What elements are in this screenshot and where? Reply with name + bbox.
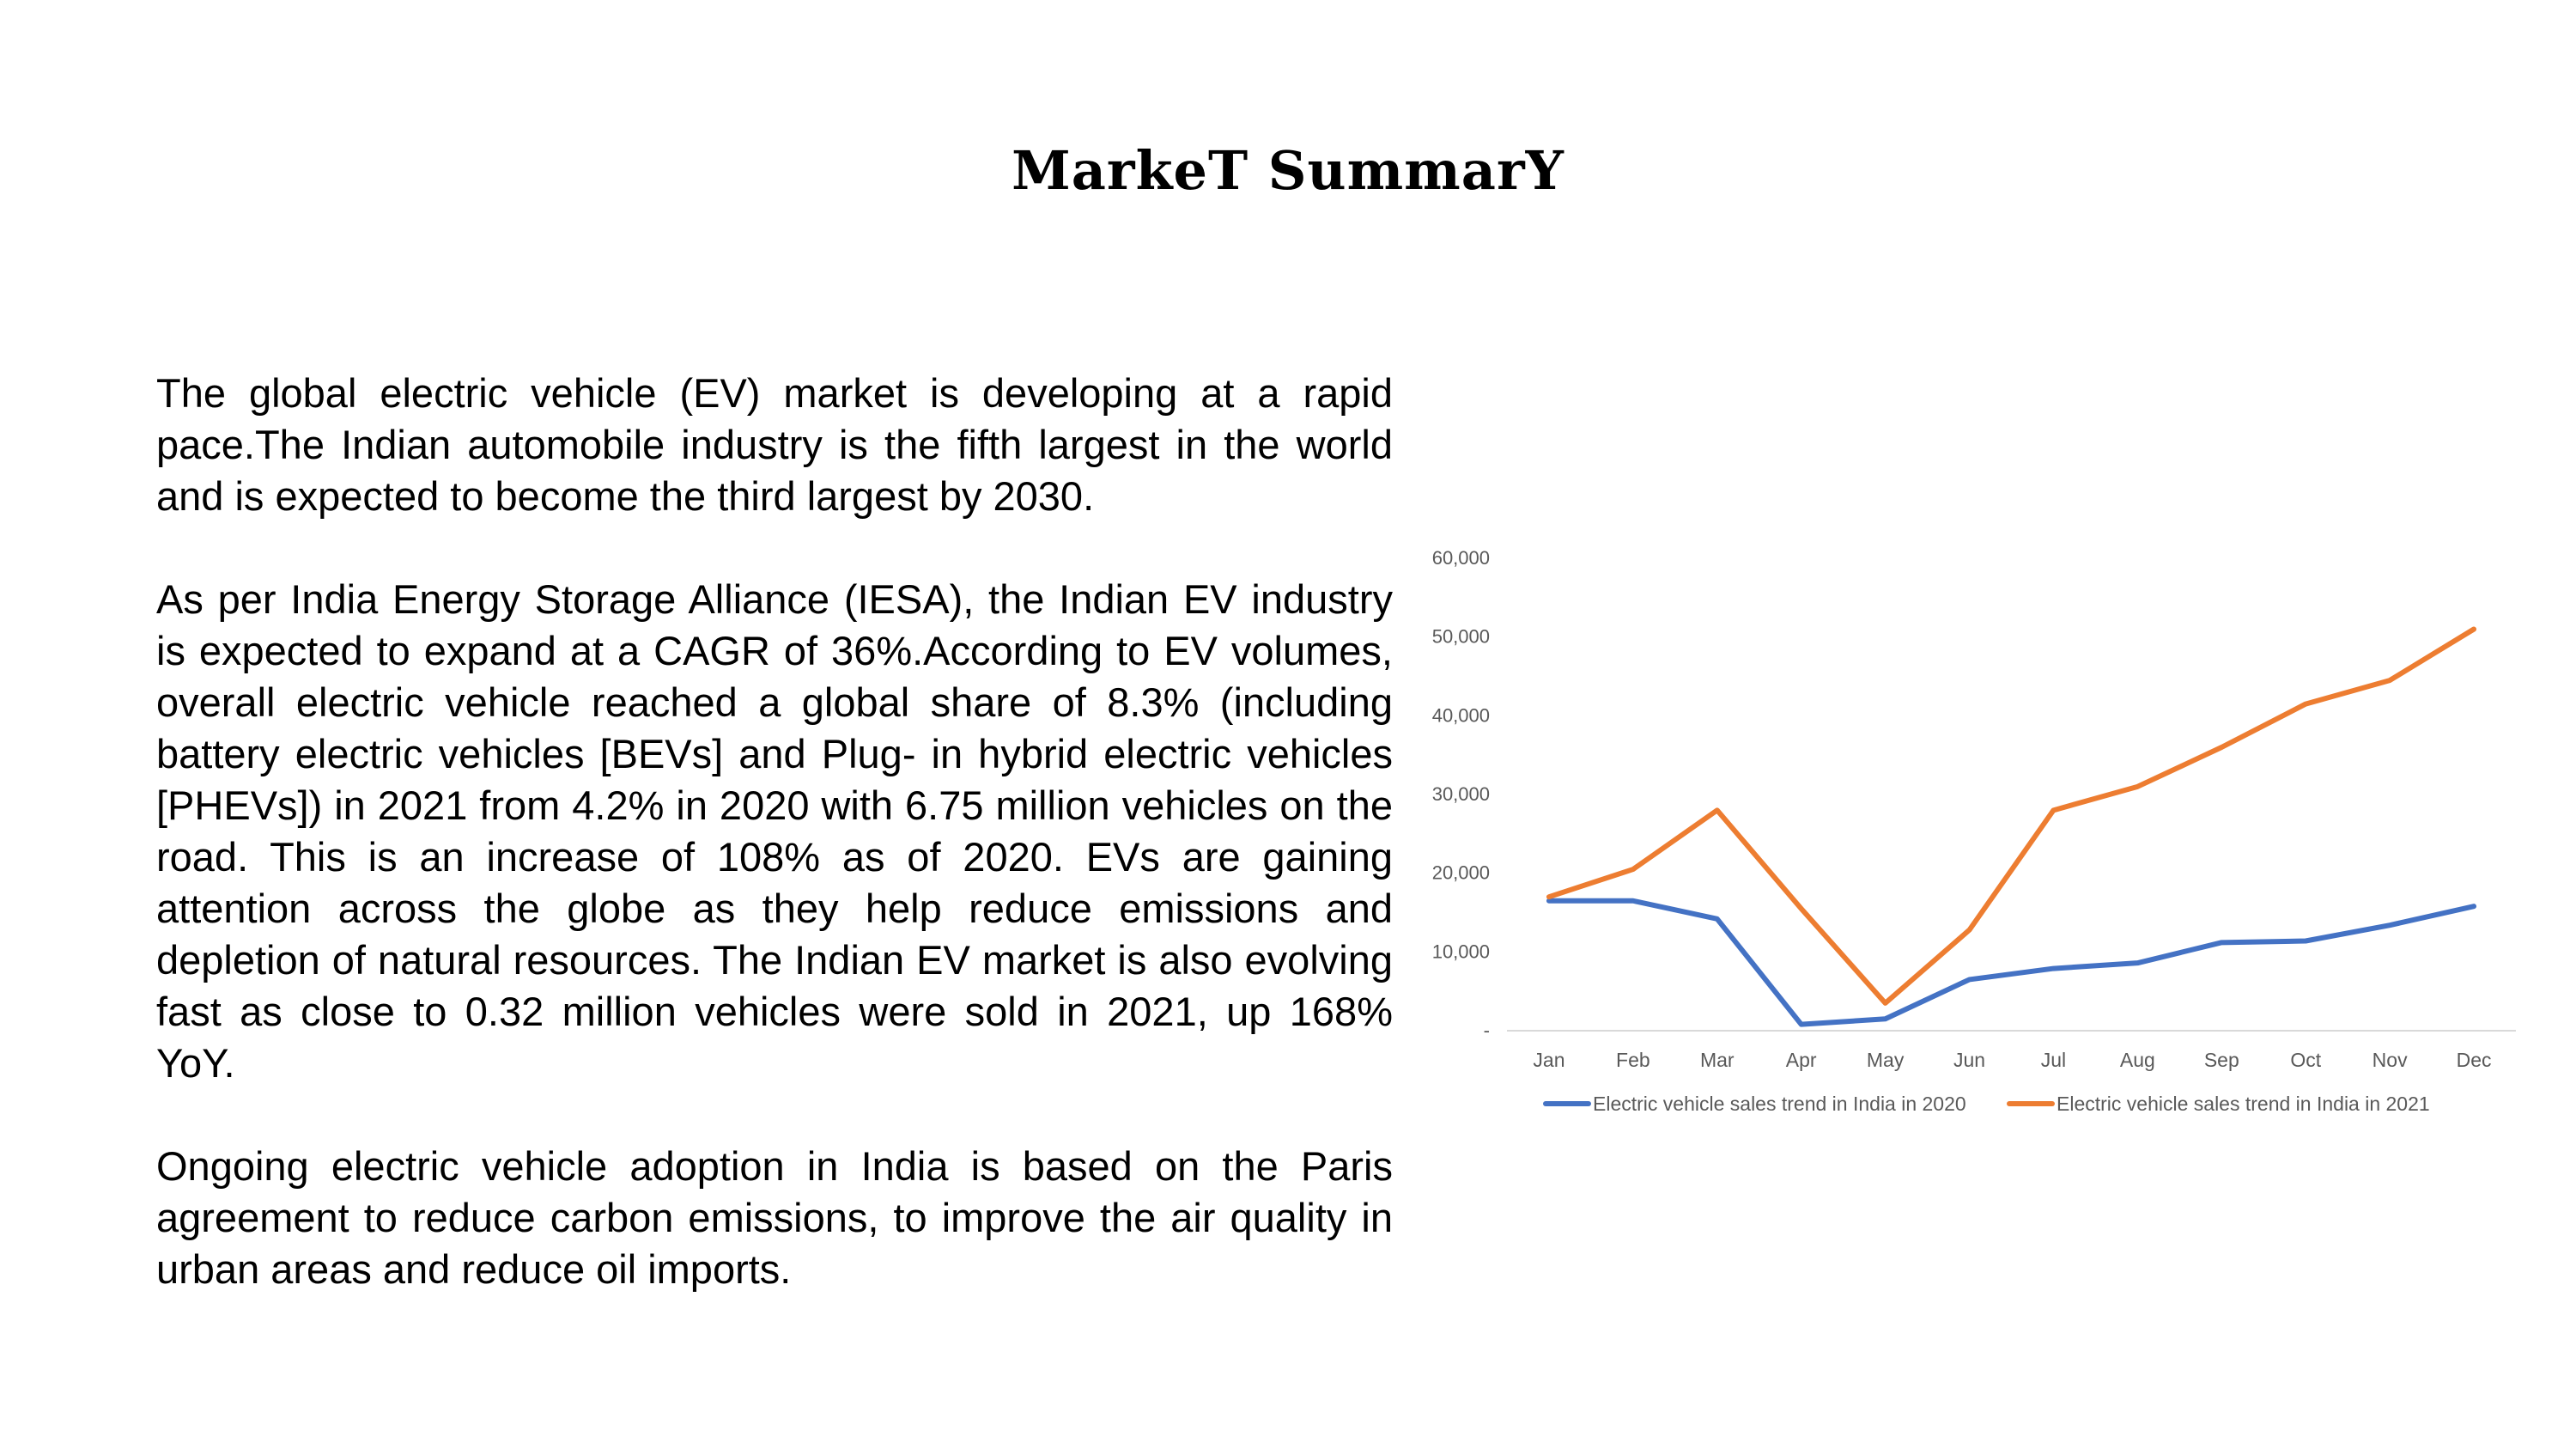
y-axis: - 10,000 20,000 30,000 40,000 50,000 60,000 — [1432, 547, 1490, 1041]
chart-legend: Electric vehicle sales trend in India in… — [1543, 1093, 2430, 1115]
body-text: The global electric vehicle (EV) market … — [156, 368, 1393, 1347]
x-tick-label: Feb — [1616, 1049, 1650, 1071]
x-tick-label: Aug — [2120, 1049, 2155, 1071]
y-tick-label: 50,000 — [1432, 626, 1490, 648]
slide-title: MarkeT SummarY — [1012, 139, 1564, 202]
x-tick-label: Oct — [2290, 1049, 2321, 1071]
y-tick-label: 40,000 — [1432, 704, 1490, 726]
x-tick-label: Jul — [2041, 1049, 2066, 1071]
paragraph-intro: The global electric vehicle (EV) market … — [156, 370, 1393, 519]
paragraph-paris-agreement: Ongoing electric vehicle adoption in Ind… — [156, 1143, 1393, 1292]
x-tick-label: May — [1867, 1049, 1905, 1071]
x-tick-label: Apr — [1786, 1049, 1817, 1071]
x-tick-label: Dec — [2457, 1049, 2492, 1071]
series-line-2020 — [1546, 898, 2477, 1027]
y-tick-label: 20,000 — [1432, 862, 1490, 884]
x-tick-label: Jun — [1953, 1049, 1985, 1071]
y-tick-label: 30,000 — [1432, 783, 1490, 805]
x-tick-label: Mar — [1700, 1049, 1735, 1071]
y-tick-label: 60,000 — [1432, 547, 1490, 569]
series-layer — [1546, 626, 2477, 1027]
x-tick-label: Sep — [2204, 1049, 2239, 1071]
legend-label: Electric vehicle sales trend in India in… — [2057, 1093, 2430, 1115]
ev-sales-line-chart: - 10,000 20,000 30,000 40,000 50,000 60,000 Ja… — [1432, 547, 2516, 1115]
y-tick-label: 10,000 — [1432, 941, 1490, 962]
x-tick-label: Nov — [2372, 1049, 2408, 1071]
x-axis: Jan Feb Mar Apr May Jun Jul Aug Sep Oct Nov Dec — [1507, 1030, 2516, 1071]
paragraph-market-stats: As per India Energy Storage Alliance (IE… — [156, 576, 1393, 1086]
y-tick-label: - — [1484, 1020, 1490, 1041]
series-line-2021 — [1546, 626, 2477, 1006]
x-tick-label: Jan — [1533, 1049, 1564, 1071]
legend-label: Electric vehicle sales trend in India in… — [1593, 1093, 1966, 1115]
